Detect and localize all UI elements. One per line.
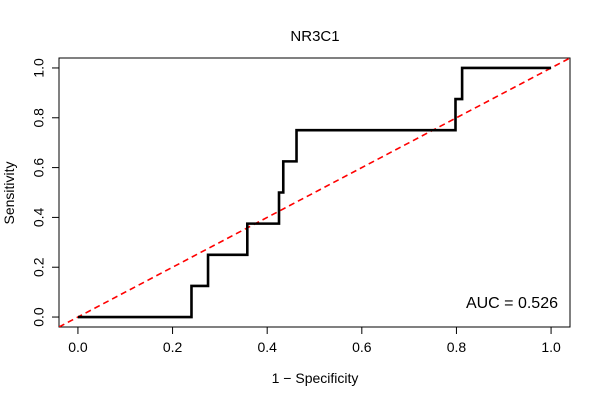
y-tick-label: 0.6 — [31, 158, 47, 178]
chart-title: NR3C1 — [290, 28, 339, 45]
y-tick-label: 0.2 — [31, 257, 47, 277]
y-tick-label: 0.4 — [31, 207, 47, 227]
reference-line — [59, 58, 570, 327]
y-tick-label: 0.8 — [31, 108, 47, 128]
y-tick-label: 0.0 — [31, 307, 47, 327]
x-axis: 0.0 0.2 0.4 0.6 0.8 1.0 — [68, 326, 561, 355]
y-axis-label: Sensitivity — [1, 161, 17, 224]
y-tick-label: 1.0 — [31, 58, 47, 78]
plot-area — [58, 57, 571, 328]
roc-curve — [77, 66, 552, 319]
x-tick-label: 0.6 — [352, 339, 372, 355]
auc-annotation: AUC = 0.526 — [466, 295, 558, 312]
y-axis: 0.0 0.2 0.4 0.6 0.8 1.0 — [31, 58, 60, 327]
x-tick-label: 0.2 — [163, 339, 183, 355]
x-tick-label: 0.8 — [447, 339, 467, 355]
x-tick-label: 0.0 — [68, 339, 88, 355]
x-tick-label: 1.0 — [541, 339, 561, 355]
x-tick-label: 0.4 — [257, 339, 277, 355]
x-axis-label: 1 − Specificity — [272, 370, 359, 386]
